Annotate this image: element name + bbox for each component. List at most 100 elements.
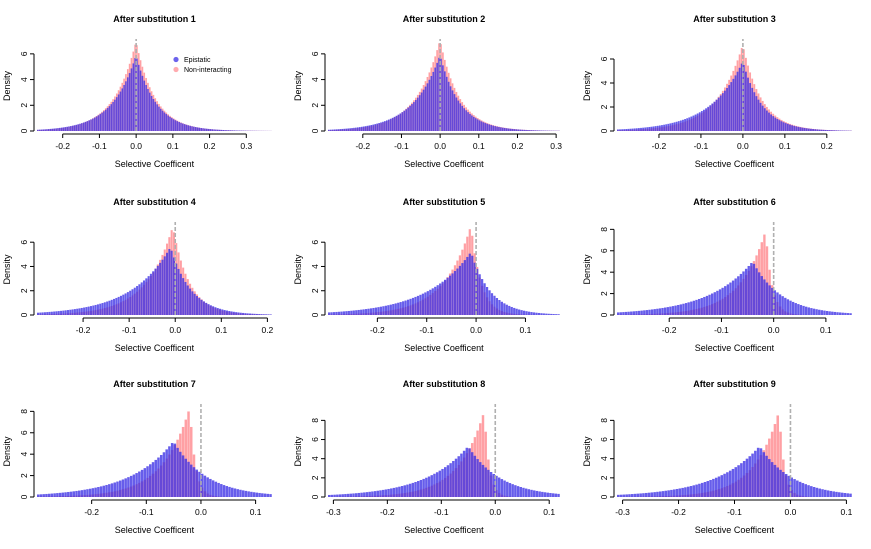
x-tick-label: -0.2 [370,325,385,335]
bar [707,106,710,131]
x-tick-label: 0.2 [512,141,524,151]
bar [538,491,541,497]
bar [489,472,493,497]
y-tick-label: 8 [599,227,609,232]
x-tick-label: 0.1 [250,507,262,517]
bar [698,112,701,131]
bar [128,73,131,131]
bar [490,293,494,315]
bar [229,130,232,131]
bar [456,268,459,315]
series-non-interacting [328,229,560,315]
bar [507,128,510,131]
bar [139,70,142,131]
bar [362,309,365,315]
bar [650,126,653,131]
bar [202,301,205,315]
bar [523,129,525,131]
panel-2: -0.2 -0.1 0.0 0.1 0.2 0.3 0 2 4 6 After substituti… [293,14,562,169]
bar [171,118,173,131]
bar [67,491,70,497]
bar [161,259,164,315]
bar [58,492,62,497]
x-tick-label: -0.3 [326,507,341,517]
bar [677,304,680,315]
bar [77,124,79,131]
bar [94,304,97,315]
y-tick-label: 6 [19,430,29,435]
bar [658,308,662,315]
bar [328,312,331,315]
y-tick-label: 0 [599,312,609,317]
y-tick-label: 6 [599,437,609,442]
bar [514,485,517,497]
bar [748,456,752,497]
bar [698,483,701,497]
bar [740,63,743,131]
bar [132,474,136,497]
bar [265,314,268,315]
bar [684,119,686,131]
series-epistatic [37,443,272,497]
bar [113,482,116,497]
bar [338,494,342,497]
bar [244,490,248,497]
bar [515,308,518,315]
bar [742,65,745,131]
panel-title: After substitution 5 [403,197,486,207]
bar [192,467,196,497]
bar [505,128,508,131]
bar [415,99,417,131]
bar [395,487,398,497]
bar [103,302,106,315]
bar [115,97,118,131]
bar [635,128,638,131]
panel-title: After substitution 2 [403,14,486,24]
bar [798,481,802,497]
bar [750,263,753,315]
bar [170,250,173,315]
bar [424,292,427,315]
bar [354,493,358,497]
bar [642,127,645,131]
bar [835,491,838,497]
legend-swatch [173,66,179,73]
bar [167,115,169,131]
bar [729,282,732,315]
bar [460,453,463,497]
bar [768,112,770,131]
bar [392,487,396,497]
bar [502,127,504,131]
bar [406,299,410,315]
bar [621,129,624,131]
bar [527,130,529,131]
bar [490,125,493,131]
y-tick-label: 2 [599,104,609,109]
bar [352,310,355,315]
series-non-interacting [328,43,560,132]
bar [773,290,777,315]
bar [230,311,233,315]
bar [482,122,485,131]
x-tick-label: -0.2 [652,141,667,151]
bar [630,494,634,497]
series-epistatic [37,249,272,315]
bar [543,492,547,497]
bar [40,129,43,131]
bar [635,311,638,315]
bar [384,489,388,497]
bar [61,492,65,497]
bar [103,111,105,131]
bar [125,81,127,131]
series-epistatic [37,58,272,132]
bar [148,92,151,131]
bar [494,126,496,131]
bar [671,306,675,315]
series-epistatic [328,447,560,497]
bar [846,313,850,315]
bar [525,311,528,315]
bar [498,300,501,315]
bar [135,473,138,497]
bar [448,275,452,315]
bar [166,252,169,315]
